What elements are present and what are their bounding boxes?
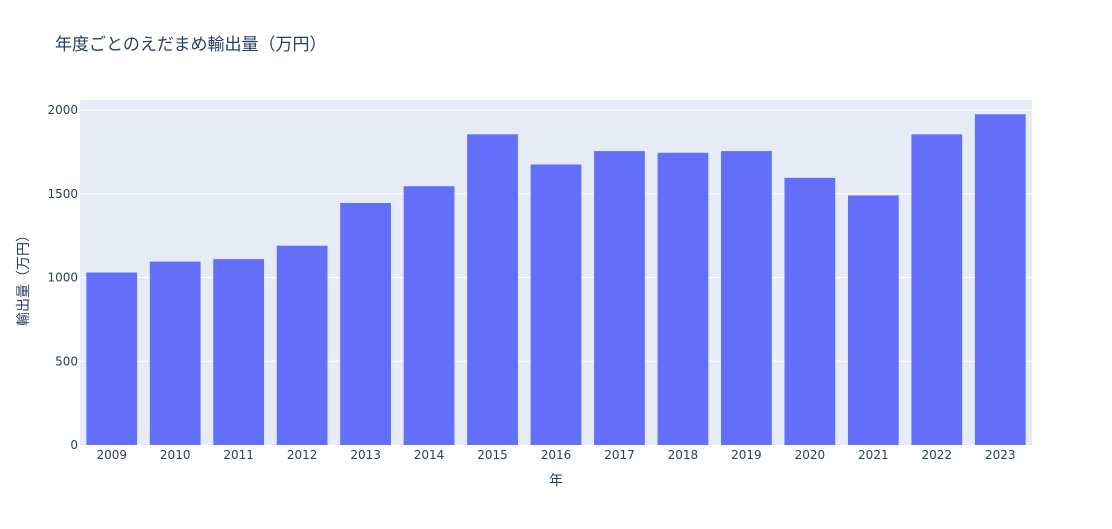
bar[interactable] bbox=[467, 134, 518, 445]
x-tick-label: 2016 bbox=[541, 448, 572, 462]
y-axis-ticks: 0 500 1000 1500 2000 bbox=[47, 103, 78, 452]
bar[interactable] bbox=[784, 177, 836, 445]
y-tick-label: 1500 bbox=[47, 187, 78, 201]
x-tick-label: 2019 bbox=[731, 448, 762, 462]
bar[interactable] bbox=[276, 245, 328, 445]
x-tick-label: 2017 bbox=[604, 448, 635, 462]
x-tick-label: 2011 bbox=[223, 448, 254, 462]
x-axis-ticks: 2009 2010 2011 2012 2013 2014 2015 2016 2017 2018… bbox=[96, 448, 1015, 462]
x-tick-label: 2012 bbox=[287, 448, 318, 462]
x-tick-label: 2015 bbox=[477, 448, 508, 462]
bars bbox=[86, 114, 1026, 446]
bar[interactable] bbox=[86, 272, 138, 446]
x-tick-label: 2021 bbox=[858, 448, 889, 462]
x-tick-label: 2022 bbox=[922, 448, 953, 462]
y-axis-title: 輸出量（万円） bbox=[16, 228, 32, 326]
bar[interactable] bbox=[149, 261, 201, 445]
y-tick-label: 2000 bbox=[47, 103, 78, 117]
bar[interactable] bbox=[594, 151, 645, 446]
bar[interactable] bbox=[721, 151, 772, 446]
bar[interactable] bbox=[340, 202, 391, 445]
bar[interactable] bbox=[657, 152, 709, 445]
bar[interactable] bbox=[911, 134, 963, 445]
bar[interactable] bbox=[974, 114, 1026, 445]
x-tick-label: 2014 bbox=[414, 448, 445, 462]
y-tick-label: 0 bbox=[70, 438, 78, 452]
x-axis-title: 年 bbox=[549, 473, 563, 489]
y-tick-label: 500 bbox=[55, 354, 78, 368]
y-tick-label: 1000 bbox=[47, 271, 78, 285]
x-tick-label: 2020 bbox=[795, 448, 826, 462]
bar[interactable] bbox=[403, 186, 455, 445]
bar[interactable] bbox=[213, 259, 265, 445]
x-tick-label: 2010 bbox=[160, 448, 191, 462]
x-tick-label: 2013 bbox=[350, 448, 381, 462]
bar[interactable] bbox=[847, 195, 899, 445]
x-tick-label: 2009 bbox=[96, 448, 127, 462]
x-tick-label: 2023 bbox=[985, 448, 1016, 462]
chart-title: 年度ごとのえだまめ輸出量（万円） bbox=[55, 35, 327, 55]
bar[interactable] bbox=[530, 164, 582, 445]
x-tick-label: 2018 bbox=[668, 448, 699, 462]
